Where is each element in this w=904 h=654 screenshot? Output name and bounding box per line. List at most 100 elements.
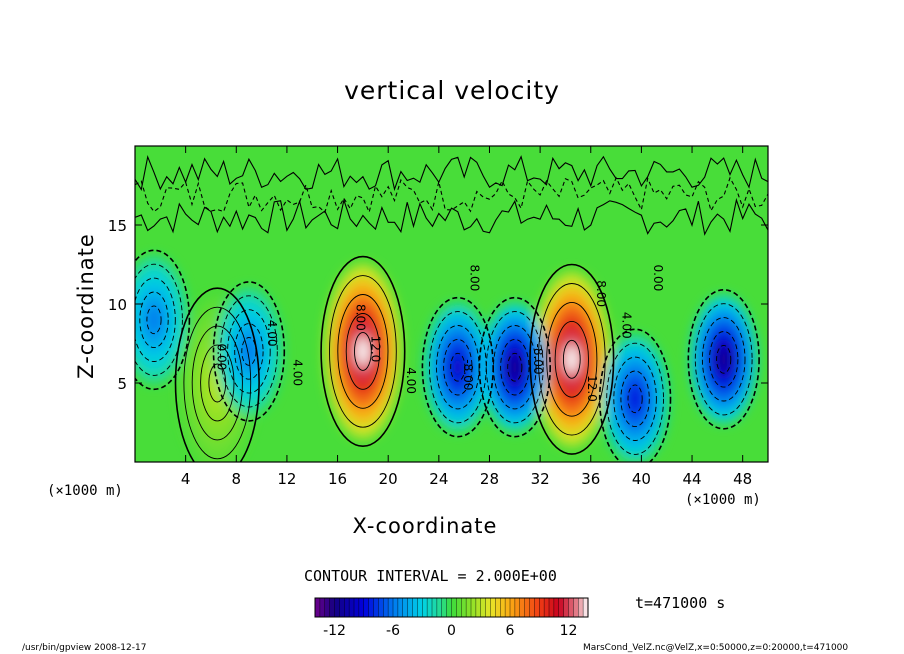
- feature-3-ring-5: [452, 356, 464, 378]
- x-tick-label-3: 16: [328, 470, 347, 488]
- colorbar-tick-label-0: -12: [323, 623, 346, 639]
- colorbar-cell-24: [432, 598, 438, 617]
- y-tick-label-2: 15: [108, 217, 127, 235]
- velocity-field: [135, 146, 768, 462]
- y-tick-label-1: 10: [108, 296, 127, 314]
- feature-6-contour-2: [701, 317, 746, 402]
- time-label: t=471000 s: [635, 594, 726, 612]
- colorbar-cell-11: [368, 598, 375, 617]
- feature-2-contour-0: [174, 287, 260, 462]
- feature-0-ring-5: [356, 336, 370, 366]
- x-tick-label-1: 8: [232, 470, 242, 488]
- colorbar-cell-39: [505, 598, 511, 617]
- x-tick-label-10: 44: [682, 470, 701, 488]
- x-tick-label-11: 48: [733, 470, 752, 488]
- feature-7-contour-2: [227, 309, 271, 394]
- x-tick-label-9: 40: [632, 470, 651, 488]
- colorbar-cell-6: [344, 598, 350, 617]
- x-tick-label-2: 12: [277, 470, 296, 488]
- x-tick-label-8: 36: [581, 470, 600, 488]
- colorbar-cell-19: [407, 598, 414, 617]
- y-tick-label-0: 5: [117, 375, 127, 393]
- feature-6-contour-0: [687, 288, 760, 430]
- feature-3-contour-1: [428, 311, 487, 424]
- colorbar-cell-31: [466, 598, 472, 617]
- colorbar-cell-32: [471, 598, 477, 617]
- colorbar-cell-47: [544, 598, 550, 617]
- contour-label-9: 8.00: [594, 280, 608, 307]
- x-tick-label-5: 24: [429, 470, 448, 488]
- contour-label-12: 0.00: [651, 265, 665, 292]
- footer-left: /usr/bin/gpview 2008-12-17: [22, 643, 147, 653]
- feature-8-contour-3: [139, 291, 169, 349]
- contour-label-5: 4.00: [404, 367, 418, 394]
- x-tick-label-7: 32: [531, 470, 550, 488]
- contour-label-10: 12.0: [585, 375, 599, 402]
- contour-lines: [135, 154, 768, 462]
- colorbar-cell-42: [519, 598, 526, 617]
- colorbar-cell-46: [539, 598, 545, 617]
- colorbar-cell-23: [427, 598, 433, 617]
- feature-7-contour-3: [234, 323, 264, 380]
- colorbar-cell-51: [563, 598, 570, 617]
- colorbar-cell-27: [446, 598, 453, 617]
- colorbar-cell-15: [388, 598, 394, 617]
- contour-labels: 0.004.004.008.0012.04.008.00-8.00-8.008.…: [214, 265, 665, 402]
- feature-5-contour-2: [613, 356, 657, 441]
- feature-5-contour-1: [606, 342, 664, 455]
- colorbar-cell-30: [461, 598, 467, 617]
- feature-6-contour-1: [694, 303, 753, 416]
- colorbar-tick-label-4: 12: [560, 623, 578, 639]
- feature-5-contour-3: [620, 370, 650, 428]
- colorbar-cell-29: [456, 598, 462, 617]
- colorbar-frame: [314, 597, 589, 618]
- y-axis-label: Z-coordinate: [74, 233, 98, 379]
- contour-interval-label: CONTOUR INTERVAL = 2.000E+00: [304, 567, 557, 585]
- colorbar-tick-label-3: 6: [506, 623, 515, 639]
- colorbar-cell-12: [373, 598, 379, 617]
- feature-8-ring-5: [148, 309, 160, 331]
- feature-7-contour-4: [241, 337, 257, 366]
- feature-4-contour-2: [493, 325, 537, 410]
- feature-5-contour-0: [598, 328, 672, 462]
- feature-4-contour-1: [485, 311, 544, 424]
- y-axis-ticks: 5 10 15: [108, 217, 768, 393]
- colorbar-cell-4: [334, 598, 340, 617]
- colorbar-cell-26: [441, 598, 448, 617]
- colorbar-cell-16: [393, 598, 399, 617]
- colorbar-cell-22: [422, 598, 428, 617]
- contour-label-1: 4.00: [265, 320, 279, 347]
- colorbar-cell-20: [412, 598, 418, 617]
- contour-label-8: -8.00: [531, 344, 545, 375]
- feature-5-contour-4: [627, 384, 643, 414]
- x-unit-right: (×1000 m): [685, 492, 761, 508]
- colorbar-cell-41: [514, 598, 521, 617]
- contour-label-3: 8.00: [354, 304, 368, 331]
- x-tick-label-0: 4: [181, 470, 191, 488]
- feature-0-contour-4: [354, 331, 372, 371]
- colorbar-cell-40: [510, 598, 516, 617]
- colorbar-cell-17: [397, 598, 404, 617]
- x-axis-ticks: 4 8 12 16 20 24 28 32 36 40 44 48: [181, 146, 752, 488]
- contour-label-0: 0.00: [214, 344, 228, 371]
- colorbar-cell-43: [524, 598, 531, 617]
- colorbar-cell-8: [354, 598, 360, 617]
- upper-contour-2: [135, 154, 768, 192]
- colorbar-cell-45: [534, 598, 540, 617]
- colorbar-cell-49: [553, 598, 560, 617]
- x-tick-label-6: 28: [480, 470, 499, 488]
- colorbar-cell-18: [402, 598, 409, 617]
- feature-1-ring-5: [565, 344, 579, 374]
- feature-4-contour-4: [507, 352, 523, 382]
- feature-8-contour-1: [135, 263, 183, 376]
- colorbar-cell-0: [315, 598, 321, 617]
- colorbar-cell-21: [417, 598, 423, 617]
- x-axis-label: X-coordinate: [352, 514, 498, 538]
- contour-label-11: 4.00: [619, 312, 633, 339]
- colorbar-cell-52: [568, 598, 574, 617]
- colorbar-cell-13: [378, 598, 384, 617]
- feature-1-contour-4: [562, 339, 581, 379]
- feature-6-contour-4: [716, 344, 732, 374]
- feature-8-contour-2: [135, 277, 176, 362]
